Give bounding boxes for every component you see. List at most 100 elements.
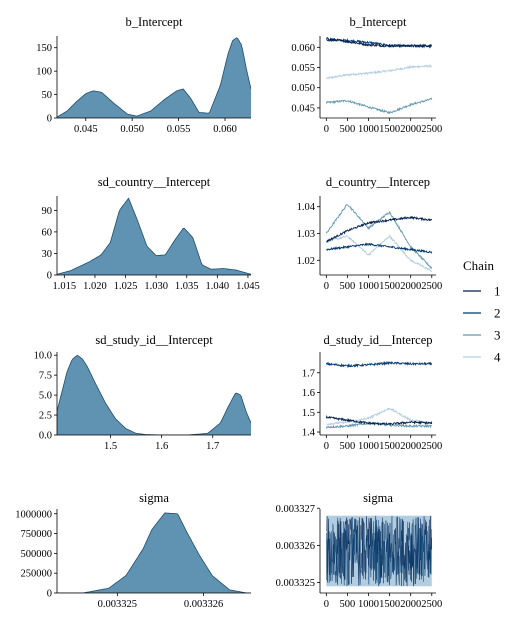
x-tick-label: 500 [340,281,356,292]
trace-line-chain-4 [326,234,432,272]
density-area [57,198,251,275]
panel-title: sd_study_id__Intercept [95,333,213,347]
x-tick-label: 1.040 [206,281,230,292]
x-tick-label: 0 [324,124,329,135]
x-tick-label: 1500 [379,281,400,292]
x-tick-label: 0.003326 [184,599,223,610]
x-tick-label: 0.060 [213,124,237,135]
density-panel-4: sd_study_id__Intercept 0.0 2.5 5.0 7.5 10.0 1.… [34,333,251,452]
plot-area [326,515,433,587]
x-tick-label: 2500 [421,441,442,452]
y-tick-label: 10.0 [34,351,52,362]
x-tick-label: 2000 [400,599,421,610]
panel-title: b_Intercept [350,15,407,29]
density-area [57,355,251,435]
plot-area [325,360,433,430]
plot-area [57,37,251,118]
x-tick-label: 1.035 [175,281,199,292]
trace-panel-7: sigma 0.003325 0.003326 0.003327 0 500 1000 150… [276,491,443,610]
x-tick-label: 2500 [421,281,442,292]
density-panel-0: b_Intercept 0 50 100 150 0.045 0.050 0.055 0.060 [36,15,251,135]
x-tick-label: 1.7 [206,441,219,452]
legend-label: 4 [494,350,501,365]
legend-label: 2 [494,306,501,321]
y-tick-label: 0 [47,271,52,282]
y-tick-label: 1.02 [297,256,315,267]
trace-line-chain-1 [326,515,433,587]
x-tick-label: 0.050 [120,124,144,135]
x-tick-label: 0 [324,281,329,292]
plot-area [57,512,251,593]
x-tick-label: 1.5 [104,441,117,452]
y-tick-label: 250000 [21,569,53,580]
x-tick-label: 500 [340,599,356,610]
panel-title: d_country__Intercep [326,175,430,189]
legend-label: 3 [494,328,501,343]
legend: Chain 1 2 3 4 [463,258,501,365]
y-tick-label: 1000000 [15,509,52,520]
x-tick-label: 2000 [400,441,421,452]
panel-title: sd_country__Intercept [98,175,211,189]
trace-panel-1: b_Intercept 0.045 0.050 0.055 0.060 0 500 1000 1… [291,15,442,135]
y-tick-label: 0.050 [291,83,315,94]
plot-area [57,197,251,275]
x-tick-label: 2000 [400,281,421,292]
x-tick-label: 500 [340,124,356,135]
y-tick-label: 0.003326 [276,541,315,552]
x-tick-label: 1.6 [155,441,168,452]
x-tick-label: 0.045 [74,124,98,135]
plot-area [325,37,433,115]
x-tick-label: 2500 [421,124,442,135]
panel-title: d_study_id__Intercep [323,333,432,347]
x-tick-label: 1.025 [114,281,138,292]
y-tick-label: 0.003325 [276,578,315,589]
y-tick-label: 0.055 [291,63,315,74]
x-tick-label: 1000 [358,124,379,135]
trace-line-chain-3 [325,97,433,115]
x-tick-label: 1000 [358,281,379,292]
density-outline [57,197,251,275]
y-tick-label: 750000 [21,529,53,540]
y-tick-label: 90 [42,206,53,217]
x-tick-label: 1500 [379,441,400,452]
plot-area [57,354,251,435]
legend-title: Chain [463,258,495,273]
panel-title: sigma [363,491,393,505]
y-tick-label: 50 [42,90,53,101]
x-tick-label: 1500 [379,124,400,135]
x-tick-label: 500 [340,441,356,452]
y-tick-label: 7.5 [39,371,52,382]
x-tick-label: 1500 [379,599,400,610]
trace-line-chain-4 [326,407,433,426]
trace-line-chain-2 [326,515,433,587]
panel-title: sigma [139,491,169,505]
y-tick-label: 0 [47,589,52,600]
x-tick-label: 0.003325 [98,599,137,610]
y-tick-label: 1.6 [302,388,315,399]
y-tick-label: 1.4 [302,428,316,439]
x-tick-label: 1.015 [53,281,77,292]
x-tick-label: 1000 [358,441,379,452]
y-tick-label: 0.060 [291,43,315,54]
panel-title: b_Intercept [126,15,183,29]
y-tick-label: 2.5 [39,411,52,422]
x-tick-label: 1.045 [236,281,260,292]
legend-label: 1 [494,284,501,299]
y-tick-label: 100 [36,67,52,78]
trace-panel-5: d_study_id__Intercep 1.4 1.5 1.6 1.7 0 500 1000… [302,333,442,452]
density-panel-6: sigma 0 250000 500000 750000 1000000 0.003325 0… [15,491,251,610]
trace-line-chain-2 [326,242,433,254]
trace-panel-3: d_country__Intercep 1.02 1.03 1.04 0 500 1000 1… [297,175,443,292]
y-tick-label: 1.5 [302,408,315,419]
x-tick-label: 2000 [400,124,421,135]
y-tick-label: 0.0 [39,431,52,442]
x-tick-label: 1.030 [144,281,168,292]
y-tick-label: 1.03 [297,229,315,240]
density-panel-2: sd_country__Intercept 0 30 60 90 1.015 1.020 1.… [42,175,260,292]
y-tick-label: 0 [47,114,52,125]
y-tick-label: 1.7 [302,368,315,379]
density-area [57,512,251,593]
trace-line-chain-1 [325,415,433,427]
trace-line-chain-1 [326,215,433,243]
